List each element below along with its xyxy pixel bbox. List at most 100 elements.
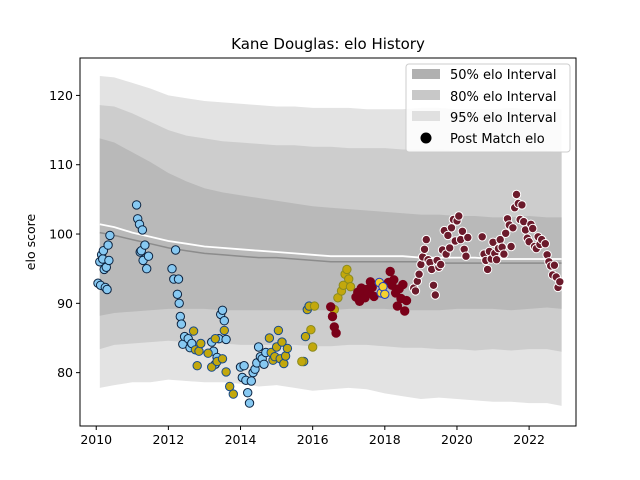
data-point	[463, 232, 473, 243]
data-point	[172, 289, 183, 299]
legend-swatch-95	[412, 111, 440, 121]
data-point	[506, 241, 516, 252]
data-point	[380, 289, 390, 299]
y-tick-label: 100	[49, 227, 73, 242]
band-50	[99, 138, 562, 316]
legend-label-80: 80% elo Interval	[450, 90, 557, 105]
x-tick-label: 2018	[369, 432, 401, 447]
data-point	[309, 301, 320, 311]
legend-label-95: 95% elo Interval	[450, 111, 557, 126]
data-point	[501, 228, 511, 239]
data-point	[306, 325, 316, 335]
data-point	[104, 255, 114, 266]
data-point	[259, 359, 269, 369]
data-point	[454, 211, 464, 221]
data-point	[244, 398, 255, 408]
data-point	[102, 284, 112, 295]
data-point	[105, 230, 115, 241]
data-point	[482, 264, 493, 275]
data-point	[428, 280, 439, 290]
legend-swatch-50	[412, 69, 440, 79]
data-point	[228, 389, 239, 399]
data-point	[367, 282, 377, 293]
data-point	[221, 367, 231, 377]
y-axis-label: elo score	[23, 214, 38, 271]
data-point	[511, 189, 522, 200]
post-match-points	[93, 189, 565, 408]
x-tick-label: 2010	[80, 432, 112, 447]
data-point	[378, 282, 388, 292]
data-point	[491, 255, 502, 265]
y-tick-label: 110	[49, 157, 73, 172]
interval-bands	[99, 76, 562, 406]
data-point	[326, 302, 336, 312]
data-point	[253, 342, 264, 352]
data-point	[410, 286, 421, 296]
data-point	[419, 244, 430, 255]
data-point	[203, 348, 213, 358]
data-point	[401, 295, 412, 306]
data-point	[327, 311, 338, 322]
data-point	[446, 223, 457, 233]
y-tick-label: 120	[49, 88, 73, 103]
data-point	[170, 245, 181, 255]
data-point	[297, 356, 307, 367]
data-point	[344, 274, 354, 284]
legend-marker-point	[420, 132, 432, 144]
data-point	[392, 301, 403, 311]
data-point	[445, 243, 455, 253]
data-point	[217, 354, 228, 364]
axes-frame	[79, 57, 577, 427]
data-point	[239, 361, 249, 371]
data-point	[167, 264, 177, 274]
data-point	[175, 311, 186, 322]
data-point	[528, 223, 538, 234]
data-point	[277, 337, 287, 347]
data-point	[517, 200, 527, 210]
x-axis-ticks: 2010 2012 2014 2016 2018 2020 2022	[80, 426, 545, 447]
data-point	[540, 239, 550, 249]
data-point	[264, 333, 275, 343]
data-point	[207, 362, 217, 372]
y-tick-label: 80	[57, 365, 73, 380]
data-point	[219, 325, 230, 336]
plot-area	[93, 76, 565, 408]
data-point	[103, 240, 113, 250]
data-point	[300, 331, 311, 342]
data-point	[436, 259, 446, 270]
data-point	[421, 234, 431, 245]
data-point	[174, 298, 184, 308]
data-point	[192, 361, 202, 371]
data-point	[225, 381, 235, 392]
data-point	[246, 376, 257, 386]
x-tick-label: 2022	[513, 432, 545, 447]
data-point	[499, 249, 509, 259]
data-point	[210, 334, 221, 344]
data-point	[555, 277, 565, 287]
y-axis-ticks: 80 90 100 110 120	[49, 88, 80, 380]
legend-label-point: Post Match elo	[450, 132, 545, 147]
data-point	[389, 275, 399, 285]
data-point	[243, 388, 253, 398]
data-point	[142, 264, 152, 274]
data-point	[131, 200, 142, 210]
legend-box	[405, 63, 571, 153]
data-point	[194, 346, 204, 356]
data-point	[345, 282, 356, 292]
x-tick-label: 2016	[297, 432, 329, 447]
data-point	[331, 328, 341, 338]
data-point	[221, 334, 231, 345]
data-point	[282, 343, 293, 354]
data-point	[140, 240, 150, 250]
x-tick-label: 2012	[152, 432, 184, 447]
data-point	[188, 326, 199, 336]
data-point	[143, 251, 154, 261]
legend-label-50: 50% elo Interval	[450, 68, 557, 83]
data-point	[398, 279, 408, 290]
data-point	[342, 264, 352, 275]
data-point	[137, 225, 148, 235]
data-point	[280, 351, 291, 361]
data-point	[173, 274, 184, 284]
legend: 50% elo Interval 80% elo Interval 95% el…	[405, 63, 571, 153]
